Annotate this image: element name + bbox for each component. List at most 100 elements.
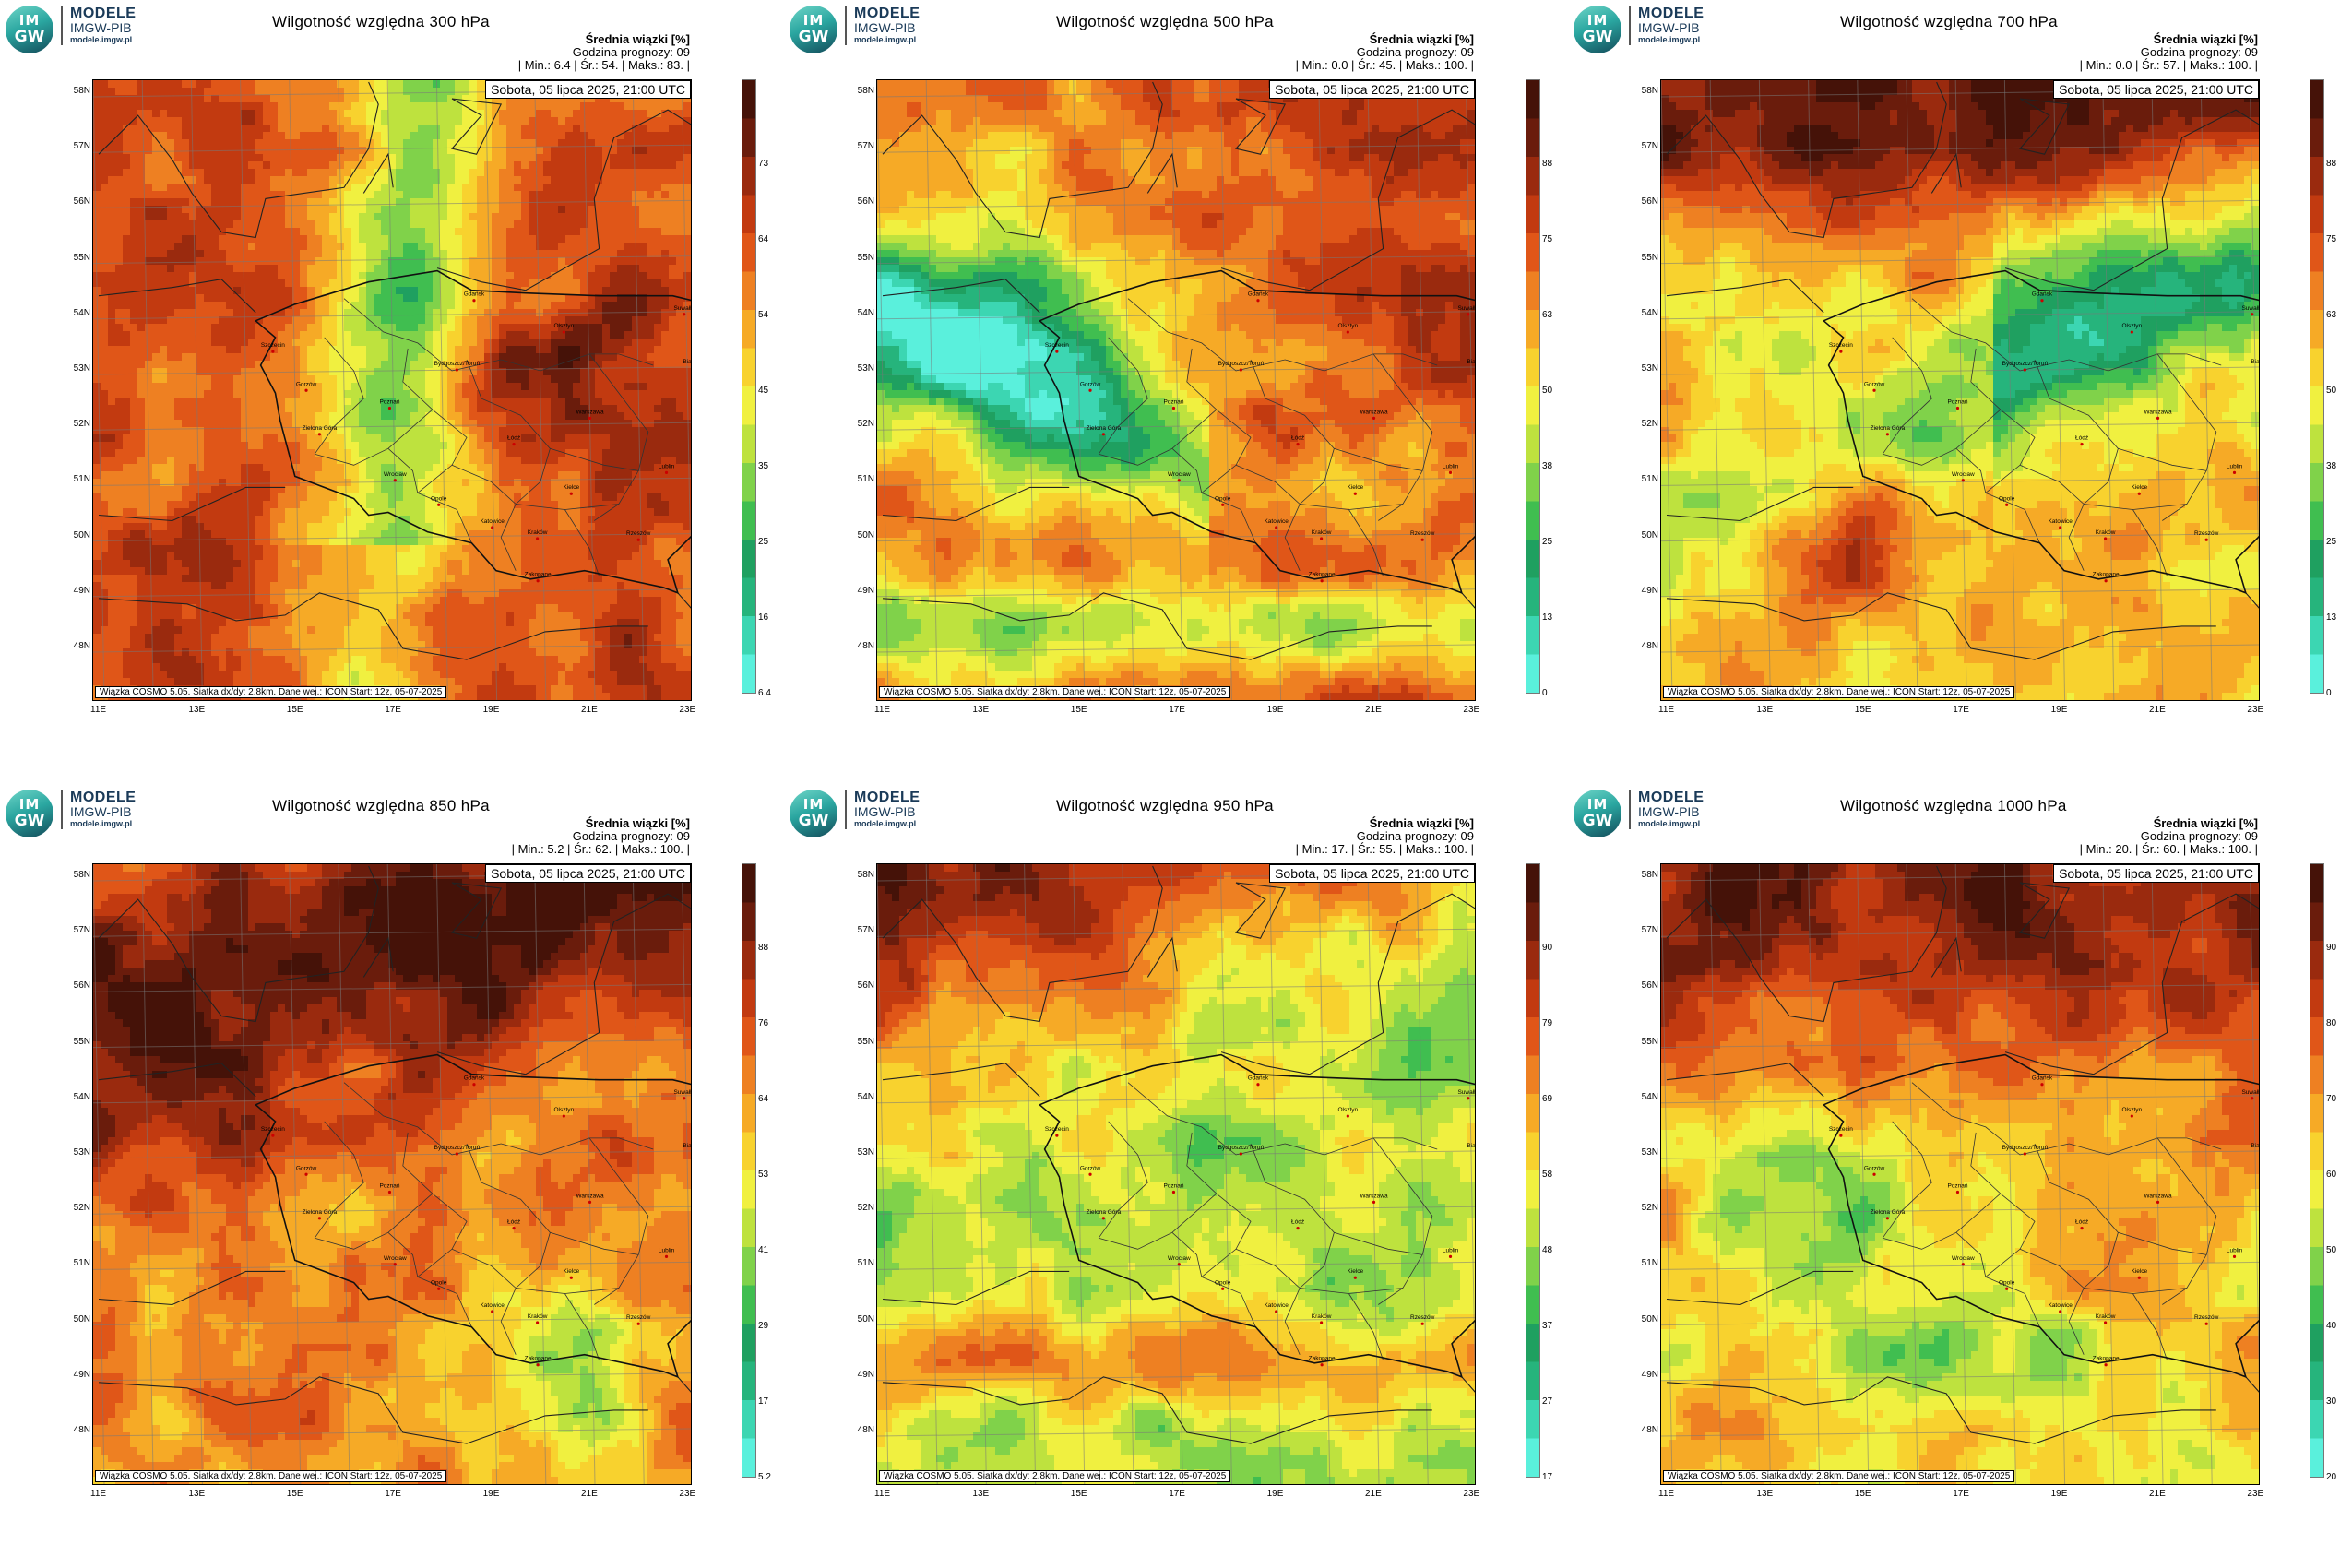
city-label: Katowice — [480, 518, 505, 525]
city-label: Kielce — [563, 484, 579, 491]
city-marker: Białystok — [1467, 359, 1475, 365]
colorbar-tick-label: 16 — [758, 612, 768, 623]
lon-tick-label: 17E — [1953, 705, 1969, 715]
valid-date: Sobota, 05 lipca 2025, 21:00 UTC — [2053, 80, 2259, 99]
model-info: Wiązka COSMO 5.05. Siatka dx/dy: 2.8km. … — [879, 1470, 1231, 1482]
logo-site[interactable]: modele.imgw.pl — [1638, 35, 1704, 45]
city-label: Szczecin — [1829, 1126, 1853, 1133]
logo-org: IMGW-PIB — [854, 21, 920, 35]
humidity-map[interactable]: Gdańsk Olsztyn Suwałki Białystok Szczecin Byd… — [1660, 863, 2260, 1485]
city-marker: Kielce — [1347, 484, 1364, 495]
poland-border — [1823, 269, 2259, 595]
logo-site[interactable]: modele.imgw.pl — [1638, 819, 1704, 829]
imgw-logo: IM GW MODELE IMGW-PIB modele.imgw.pl — [790, 6, 920, 53]
colorbar-tick-label: 64 — [758, 1094, 768, 1104]
city-marker: Łódź — [1291, 435, 1304, 446]
city-marker: Kielce — [563, 1268, 580, 1279]
lat-tick-label: 58N — [61, 86, 90, 96]
colorbar-tick-label: 50 — [2326, 1245, 2336, 1255]
city-label: Łódź — [1291, 435, 1304, 442]
city-label: Gorzów — [296, 381, 317, 387]
logo-site[interactable]: modele.imgw.pl — [70, 35, 136, 45]
map-info: Średnia wiązki [%] Godzina prognozy: 09 … — [1296, 33, 1474, 72]
graticule — [93, 80, 691, 700]
city-marker: Katowice — [2048, 1302, 2073, 1313]
city-marker: Suwałki — [673, 1089, 691, 1100]
humidity-map[interactable]: Gdańsk Olsztyn Suwałki Białystok Szczecin Byd… — [876, 863, 1476, 1485]
city-marker: Zielona Góra — [303, 425, 338, 436]
lon-tick-label: 15E — [1071, 1489, 1087, 1499]
lat-tick-label: 57N — [1629, 925, 1658, 935]
map-title: Wilgotność względna 300 hPa — [272, 13, 490, 31]
city-marker: Kraków — [528, 529, 548, 540]
colorbar-tick-label: 60 — [2326, 1170, 2336, 1180]
city-marker: Łódź — [1291, 1219, 1304, 1230]
city-marker: Gorzów — [1864, 1165, 1885, 1176]
logo-site[interactable]: modele.imgw.pl — [70, 819, 136, 829]
city-marker: Suwałki — [1457, 305, 1475, 316]
humidity-map[interactable]: Gdańsk Olsztyn Suwałki Białystok Szczecin Byd… — [1660, 79, 2260, 701]
lon-tick-label: 19E — [483, 705, 500, 715]
city-marker: Poznań — [1163, 1183, 1184, 1194]
colorbar-tick-label: 20 — [2326, 1472, 2336, 1482]
city-label: Poznań — [1163, 1183, 1183, 1190]
poland-border — [1039, 1053, 1475, 1379]
city-label: Kielce — [563, 1268, 579, 1275]
lat-tick-label: 49N — [845, 1370, 874, 1380]
colorbar-tick-label: 88 — [2326, 159, 2336, 169]
map-panel-5: IM GW MODELE IMGW-PIB modele.imgw.pl Wil… — [784, 784, 1568, 1568]
city-marker: Łódź — [2075, 1219, 2088, 1230]
city-marker: Katowice — [480, 518, 505, 529]
colorbar-tick-label: 54 — [758, 310, 768, 320]
logo-site[interactable]: modele.imgw.pl — [854, 35, 920, 45]
city-label: Poznań — [379, 399, 399, 406]
city-label: Gorzów — [1080, 1165, 1101, 1171]
city-label: Warszawa — [576, 1193, 603, 1199]
logo-site[interactable]: modele.imgw.pl — [854, 819, 920, 829]
lon-tick-label: 15E — [287, 705, 303, 715]
lon-tick-label: 15E — [1855, 1489, 1871, 1499]
colorbar-tick-label: 53 — [758, 1170, 768, 1180]
lon-tick-label: 17E — [385, 705, 401, 715]
city-label: Poznań — [379, 1183, 399, 1190]
lon-tick-label: 23E — [679, 705, 695, 715]
lat-tick-label: 52N — [61, 419, 90, 429]
lat-tick-label: 52N — [61, 1203, 90, 1213]
lat-tick-label: 50N — [845, 1314, 874, 1324]
city-marker: Zakopane — [525, 572, 552, 583]
lat-tick-label: 57N — [845, 141, 874, 151]
lon-tick-label: 11E — [90, 1489, 106, 1499]
lat-tick-label: 58N — [845, 86, 874, 96]
lat-tick-label: 48N — [845, 1425, 874, 1435]
lat-tick-label: 56N — [1629, 980, 1658, 991]
lat-tick-label: 54N — [61, 308, 90, 318]
city-label: Lublin — [1443, 1247, 1459, 1253]
city-label: Łódź — [2075, 1219, 2088, 1226]
model-info: Wiązka COSMO 5.05. Siatka dx/dy: 2.8km. … — [95, 686, 447, 698]
coastlines — [98, 865, 691, 1444]
city-label: Olsztyn — [2122, 1107, 2143, 1113]
city-marker: Szczecin — [261, 1126, 285, 1137]
lat-tick-label: 51N — [61, 1258, 90, 1268]
city-label: Gdańsk — [2032, 291, 2053, 298]
humidity-map[interactable]: Gdańsk Olsztyn Suwałki Białystok Szczecin Byd… — [92, 863, 692, 1485]
humidity-map[interactable]: Gdańsk Olsztyn Suwałki Białystok Szczecin Byd… — [92, 79, 692, 701]
city-label: Białystok — [2251, 1143, 2259, 1149]
colorbar-tick-label: 70 — [2326, 1094, 2336, 1104]
imgw-logo-icon: IM GW — [790, 6, 837, 53]
lat-tick-label: 50N — [845, 530, 874, 540]
colorbar-tick-label: 75 — [1542, 234, 1552, 244]
city-label: Zielona Góra — [1087, 1209, 1122, 1216]
humidity-map[interactable]: Gdańsk Olsztyn Suwałki Białystok Szczecin Byd… — [876, 79, 1476, 701]
lat-tick-label: 54N — [845, 1092, 874, 1102]
model-info: Wiązka COSMO 5.05. Siatka dx/dy: 2.8km. … — [879, 686, 1231, 698]
city-label: Warszawa — [1360, 409, 1387, 415]
colorbar — [742, 79, 756, 694]
city-marker: Suwałki — [673, 305, 691, 316]
colorbar — [742, 863, 756, 1478]
city-marker: Lublin — [2227, 1247, 2243, 1258]
city-label: Opole — [1215, 1279, 1231, 1286]
city-marker: Kielce — [563, 484, 580, 495]
city-label: Kielce — [2131, 484, 2147, 491]
logo-org: IMGW-PIB — [1638, 21, 1704, 35]
